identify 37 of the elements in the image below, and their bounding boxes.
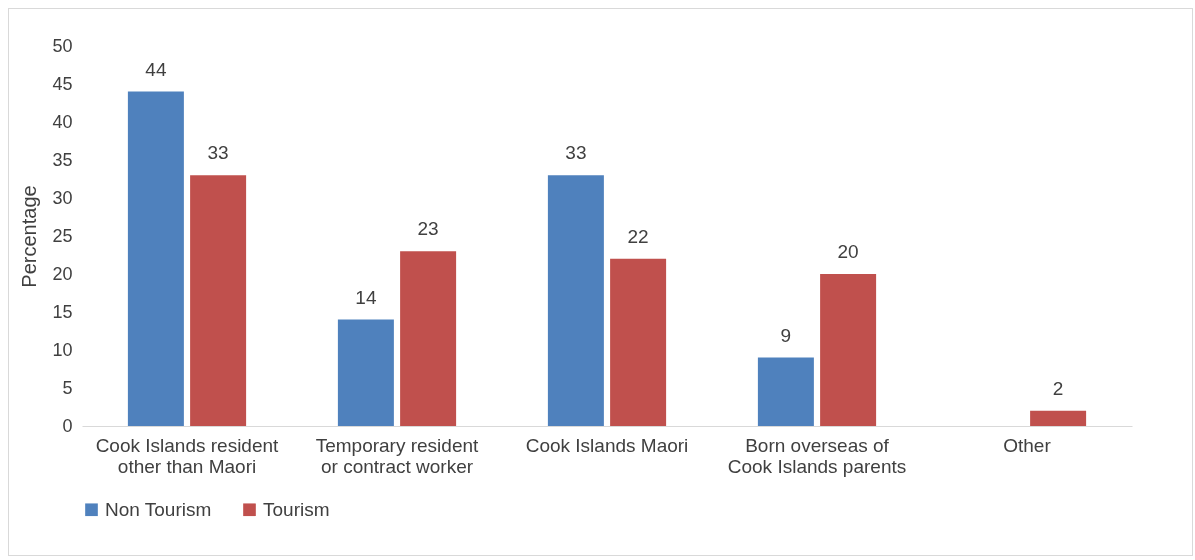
data-label: 33	[207, 142, 229, 164]
y-tick-label: 20	[52, 263, 73, 284]
data-label: 44	[145, 58, 167, 80]
bar	[190, 175, 247, 426]
bar	[337, 319, 394, 426]
y-tick-label: 35	[52, 149, 73, 170]
y-tick-label: 5	[62, 377, 73, 398]
y-tick-label: 30	[52, 187, 73, 208]
y-tick-label: 15	[52, 301, 73, 322]
data-label: 2	[1052, 377, 1064, 399]
bar	[547, 175, 604, 426]
bar	[400, 251, 457, 426]
x-tick-label: Cook Islands Maori	[525, 434, 689, 456]
data-label: 22	[627, 225, 649, 247]
y-tick-label: 50	[52, 35, 73, 56]
x-tick-label: Born overseas of Cook Islands parents	[727, 434, 907, 477]
y-tick-label: 40	[52, 111, 73, 132]
legend-label: Non Tourism	[105, 498, 212, 520]
data-label: 14	[355, 286, 377, 308]
y-tick-label: 25	[52, 225, 73, 246]
bar	[127, 91, 184, 426]
bar	[820, 274, 877, 426]
data-label: 33	[565, 142, 587, 164]
x-tick-label: Other	[1003, 434, 1052, 456]
y-tick-label: 10	[52, 339, 73, 360]
x-tick-label: Cook Islands resident other than Maori	[95, 434, 280, 477]
x-tick-label: Temporary resident or contract worker	[315, 434, 480, 477]
y-tick-label: 0	[62, 415, 73, 436]
bar	[610, 258, 667, 426]
bar	[1030, 410, 1087, 426]
data-label: 9	[780, 324, 792, 346]
y-tick-label: 45	[52, 73, 73, 94]
bar	[757, 357, 814, 426]
legend-label: Tourism	[263, 498, 330, 520]
data-label: 23	[417, 218, 439, 240]
data-label: 20	[837, 241, 859, 262]
y-axis-title: Percentage	[18, 185, 41, 288]
